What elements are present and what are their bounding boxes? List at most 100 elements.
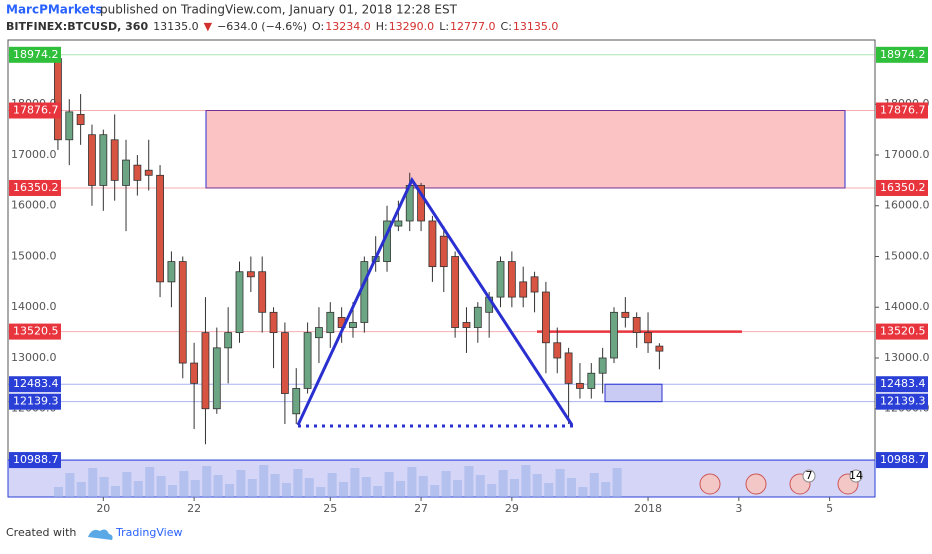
candle-body bbox=[167, 261, 176, 283]
header-field: −634.0 (−4.6%) bbox=[217, 20, 307, 33]
candle-body bbox=[269, 311, 278, 334]
event-icon[interactable] bbox=[745, 473, 767, 495]
volume-bg bbox=[259, 465, 269, 497]
demand-zone bbox=[604, 383, 663, 403]
footer-brand[interactable]: TradingView bbox=[115, 526, 182, 539]
level-tag-left bbox=[9, 393, 61, 410]
candle-body bbox=[292, 388, 301, 415]
level-tag-left bbox=[9, 46, 61, 63]
volume-bg bbox=[304, 478, 314, 497]
volume-bg bbox=[202, 466, 212, 497]
footer-text: Created with bbox=[6, 526, 76, 539]
volume-bg bbox=[111, 486, 120, 497]
candle-body bbox=[644, 332, 652, 344]
x-tick-label: 5 bbox=[826, 502, 833, 515]
volume-bg bbox=[54, 487, 63, 497]
volume-bg bbox=[350, 468, 360, 497]
logo bbox=[88, 529, 113, 540]
level-label-left: 12483.4 bbox=[13, 377, 59, 390]
volume-bg bbox=[316, 487, 326, 497]
header-field: L: bbox=[439, 20, 449, 33]
level-tag-right bbox=[876, 376, 928, 393]
x-tick-label: 27 bbox=[414, 502, 428, 515]
level-label-right: 16350.2 bbox=[880, 181, 926, 194]
level-label-left: 13520.5 bbox=[13, 325, 59, 338]
volume-bg bbox=[282, 483, 291, 497]
candle-body bbox=[190, 362, 199, 384]
candle-body bbox=[280, 332, 289, 394]
candle-body bbox=[88, 134, 96, 186]
candle-body bbox=[144, 169, 153, 176]
header-field: O: bbox=[312, 20, 324, 33]
volume-bg bbox=[122, 472, 132, 497]
volume-bg bbox=[498, 470, 508, 497]
candle-body bbox=[235, 271, 244, 334]
volume-bg bbox=[133, 481, 143, 497]
volume-bg bbox=[361, 477, 371, 497]
candle-body bbox=[496, 261, 505, 298]
header-field: 12777.0 bbox=[450, 20, 496, 33]
candle-body bbox=[530, 276, 539, 293]
x-tick-label: 29 bbox=[505, 502, 519, 515]
level-label-left: 18974.2 bbox=[13, 48, 59, 61]
level-tag-left bbox=[9, 323, 61, 340]
candle-body bbox=[542, 291, 550, 344]
volume-bg bbox=[225, 484, 234, 497]
candle-body bbox=[576, 382, 584, 389]
candle-body bbox=[133, 164, 142, 181]
candle-body bbox=[326, 311, 335, 334]
candle-body bbox=[553, 342, 562, 359]
candle-body bbox=[428, 220, 437, 268]
volume-bg bbox=[339, 482, 348, 497]
author[interactable]: MarcPMarkets bbox=[6, 3, 103, 17]
candle-body bbox=[610, 311, 618, 359]
candle-body bbox=[360, 261, 369, 323]
event-icon[interactable] bbox=[699, 473, 721, 495]
x-tick-label: 25 bbox=[323, 502, 337, 515]
candle-body bbox=[655, 345, 664, 352]
candle-body bbox=[65, 111, 74, 141]
volume-bg bbox=[475, 475, 485, 497]
level-label-left: 16350.2 bbox=[13, 181, 59, 194]
level-label-right: 12139.3 bbox=[880, 395, 926, 408]
candle-body bbox=[473, 306, 482, 328]
volume-bg bbox=[407, 467, 417, 497]
candle-body bbox=[303, 332, 312, 389]
candle-body bbox=[439, 235, 448, 268]
level-label-right: 13520.5 bbox=[880, 325, 926, 338]
volume-bg bbox=[213, 475, 223, 497]
candle-body bbox=[349, 322, 357, 328]
volume-bg bbox=[156, 476, 166, 497]
level-tag-left bbox=[9, 452, 61, 469]
header-field: BITFINEX:BTCUSD, 360 bbox=[6, 20, 148, 33]
volume-bg bbox=[76, 482, 86, 497]
volume-bg bbox=[510, 479, 519, 497]
volume-bg bbox=[544, 483, 554, 497]
volume-bg bbox=[168, 485, 177, 497]
level-tag-left bbox=[9, 376, 61, 393]
header-field: 13234.0 bbox=[325, 20, 371, 33]
volume-bg bbox=[430, 485, 440, 497]
volume-bg bbox=[532, 474, 542, 497]
event-icons: 7 14 bbox=[699, 469, 863, 495]
candle-body bbox=[451, 256, 460, 328]
plot-frame bbox=[7, 39, 876, 498]
volume-bg bbox=[384, 472, 394, 497]
candle-body bbox=[621, 311, 630, 318]
badge-text: 7 bbox=[806, 469, 813, 482]
level-label-right: 12483.4 bbox=[880, 377, 926, 390]
y-tick-label-left: 17000.0 bbox=[11, 148, 57, 161]
candle-body bbox=[76, 113, 85, 125]
candle-body bbox=[564, 352, 573, 384]
y-tick-label: 16000.0 bbox=[884, 199, 930, 212]
level-tag-right bbox=[876, 179, 928, 196]
level-tag-right bbox=[876, 102, 928, 119]
level-label-left: 12139.3 bbox=[13, 395, 59, 408]
level-tag-right bbox=[876, 452, 928, 469]
volume-bg bbox=[190, 480, 200, 497]
volume-bg bbox=[567, 478, 576, 497]
published: published on TradingView.com, January 01… bbox=[100, 3, 458, 17]
volume-bg bbox=[396, 481, 405, 497]
volume-bg bbox=[65, 473, 75, 497]
